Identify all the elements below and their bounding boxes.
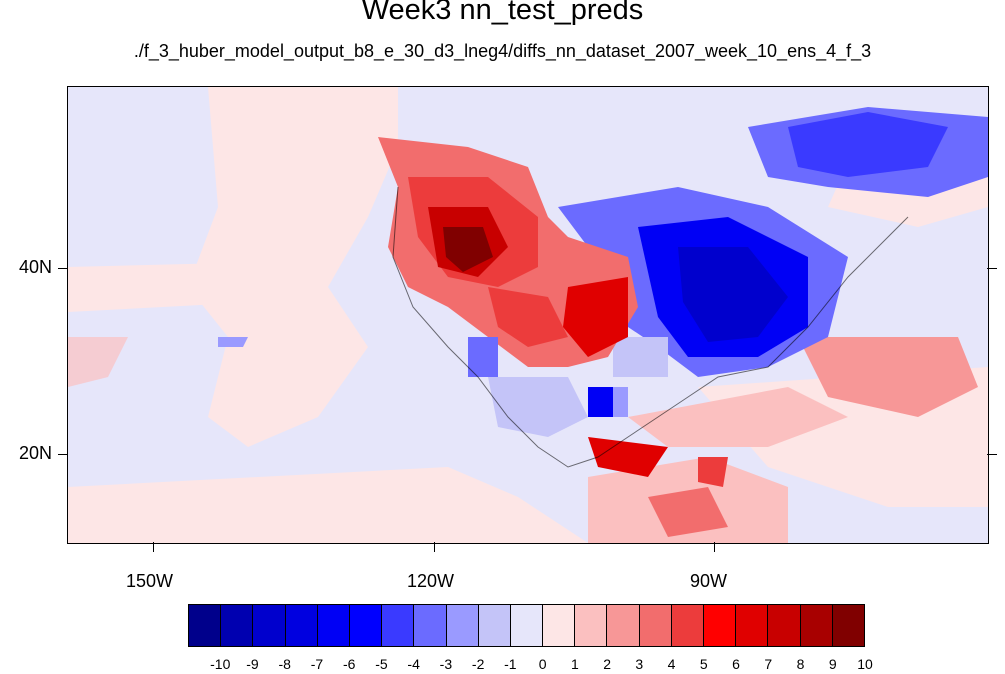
colorbar-tick-label: 3 <box>635 656 644 672</box>
colorbar-tick-label: 10 <box>857 656 873 672</box>
colorbar-swatch <box>189 605 222 646</box>
colorbar-swatch <box>510 605 544 646</box>
colorbar-tick-label: 1 <box>570 656 579 672</box>
colorbar-tick-label: -1 <box>504 656 517 672</box>
colorbar-swatch <box>800 605 833 646</box>
colorbar-swatch <box>317 605 350 646</box>
colorbar-tick-label: -9 <box>246 656 259 672</box>
colorbar-tick-label: -7 <box>310 656 324 672</box>
map-subtitle: ./f_3_huber_model_output_b8_e_30_d3_lneg… <box>133 41 872 61</box>
colorbar-tick-label: 2 <box>603 656 611 672</box>
colorbar-swatch <box>832 605 864 646</box>
colorbar-swatch <box>607 605 640 646</box>
colorbar-swatch <box>221 605 254 646</box>
tick-mark <box>58 268 68 269</box>
colorbar-tick-label: -5 <box>375 656 388 672</box>
colorbar-tick-label: -6 <box>342 656 356 672</box>
colorbar-swatch <box>253 605 286 646</box>
colorbar-tick-label: 0 <box>538 656 547 672</box>
colorbar-swatch <box>736 605 769 646</box>
tick-mark <box>987 454 997 455</box>
tick-mark <box>58 454 68 455</box>
colorbar-tick-label: -3 <box>439 656 453 672</box>
map-panel <box>67 86 989 544</box>
colorbar-labels: -10 -9 -8 -7 -6 -5 -4 -3 -2 -1 0 1 2 3 4 5 6 7 8 9 10 <box>188 656 873 674</box>
colorbar-tick-label: 8 <box>796 656 805 672</box>
colorbar-swatch <box>349 605 383 646</box>
colorbar-swatch <box>543 605 576 646</box>
colorbar-tick-label: 4 <box>667 656 676 672</box>
colorbar-tick-label: -2 <box>471 656 485 672</box>
tick-mark <box>987 268 997 269</box>
colorbar-tick-label: 7 <box>764 656 773 672</box>
lat-label-20n: 20N <box>19 443 53 463</box>
tick-mark <box>153 542 154 552</box>
colorbar-swatch <box>446 605 479 646</box>
colorbar-swatch <box>285 605 318 646</box>
colorbar-tick-label: -10 <box>210 656 231 672</box>
colorbar-swatch <box>414 605 447 646</box>
lon-label-150w: 150W <box>126 571 174 591</box>
colorbar <box>188 604 865 647</box>
colorbar-tick-label: 6 <box>732 656 740 672</box>
colorbar-tick-label: -8 <box>278 656 291 672</box>
colorbar-swatch <box>704 605 737 646</box>
colorbar-tick-label: -4 <box>407 656 420 672</box>
map-title: Week3 nn_test_preds <box>361 0 644 26</box>
colorbar-swatch <box>478 605 511 646</box>
anomaly-field <box>68 87 988 543</box>
colorbar-tick-label: 5 <box>699 656 708 672</box>
colorbar-swatch <box>768 605 801 646</box>
lat-label-40n: 40N <box>19 257 53 277</box>
colorbar-tick-label: 9 <box>828 656 837 672</box>
colorbar-swatch <box>575 605 608 646</box>
colorbar-swatch <box>382 605 415 646</box>
colorbar-swatch <box>639 605 672 646</box>
lon-label-120w: 120W <box>407 571 455 591</box>
colorbar-swatch <box>671 605 704 646</box>
tick-mark <box>714 542 715 552</box>
tick-mark <box>434 542 435 552</box>
lon-label-90w: 90W <box>690 571 728 591</box>
